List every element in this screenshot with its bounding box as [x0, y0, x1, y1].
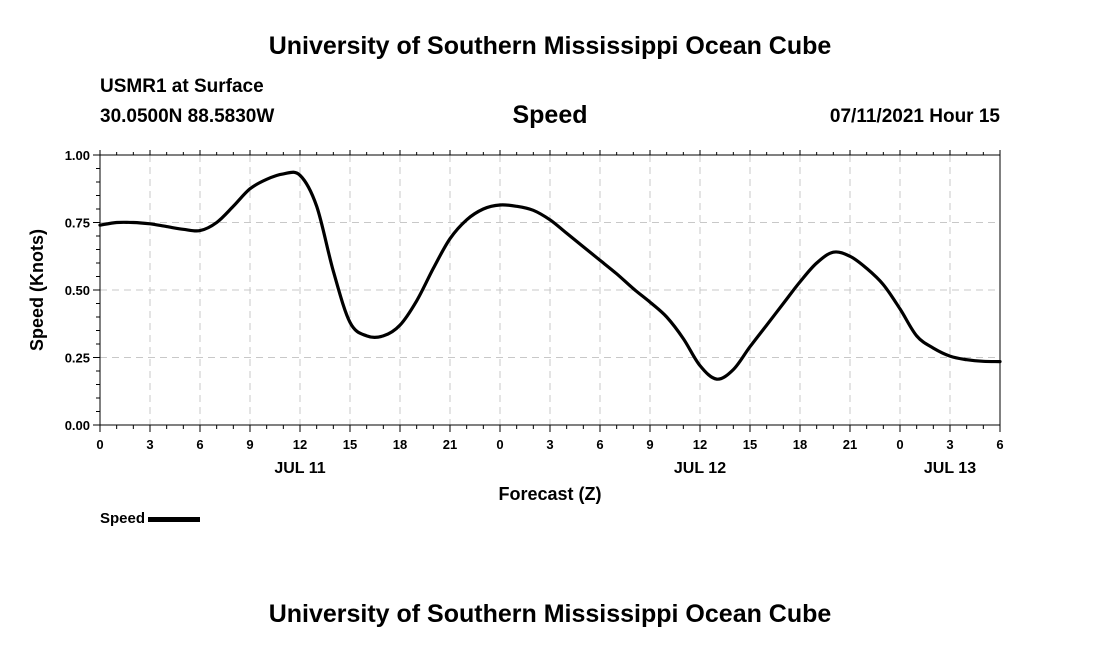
variable-label: Speed	[512, 101, 588, 129]
y-tick-label: 0.00	[65, 418, 90, 433]
speed-series-line	[98, 170, 1002, 381]
x-tick-label: 15	[343, 437, 357, 452]
y-tick-label: 0.25	[65, 351, 90, 366]
x-tick-label: 3	[546, 437, 553, 452]
x-tick-label: 21	[843, 437, 857, 452]
footer-title: University of Southern Mississippi Ocean…	[268, 600, 832, 628]
chart-title: University of Southern Mississippi Ocean…	[268, 32, 832, 60]
date-label: JUL 11	[274, 460, 325, 477]
y-tick-label: 1.00	[65, 148, 90, 163]
y-axis-label: Speed (Knots)	[27, 229, 47, 351]
x-tick-label: 0	[96, 437, 103, 452]
x-tick-label: 12	[293, 437, 307, 452]
station-label: USMR1 at Surface	[100, 76, 264, 97]
x-tick-label: 18	[393, 437, 407, 452]
x-tick-label: 9	[246, 437, 253, 452]
speed-chart: 0 3 6 9 12 15 18 21 0 3 6 9 12 15 18 21 0 3 6 0.00 0.25 0.50 0…	[27, 148, 1004, 504]
x-tick-label: 12	[693, 437, 707, 452]
axis-ticks: 0 3 6 9 12 15 18 21 0 3 6 9 12 15 18 21 0 3 6 0.00 0.25 0.50 0…	[65, 148, 1004, 477]
x-tick-label: 3	[946, 437, 953, 452]
y-tick-label: 0.50	[65, 283, 90, 298]
x-tick-label: 0	[896, 437, 903, 452]
x-tick-label: 6	[596, 437, 603, 452]
y-tick-label: 0.75	[65, 216, 90, 231]
x-tick-label: 18	[793, 437, 807, 452]
x-tick-label: 21	[443, 437, 457, 452]
x-tick-label: 15	[743, 437, 757, 452]
x-tick-label: 0	[496, 437, 503, 452]
legend-label: Speed	[100, 510, 146, 527]
x-tick-label: 6	[996, 437, 1003, 452]
date-label: JUL 12	[674, 460, 726, 477]
location-label: 30.0500N 88.5830W	[100, 106, 275, 127]
grid-lines	[100, 155, 1000, 425]
x-tick-label: 6	[196, 437, 203, 452]
x-tick-label: 3	[146, 437, 153, 452]
datetime-label: 07/11/2021 Hour 15	[829, 106, 1000, 127]
date-label: JUL 13	[924, 460, 976, 477]
legend: Speed	[100, 510, 201, 527]
x-tick-label: 9	[646, 437, 653, 452]
legend-swatch	[148, 516, 201, 522]
x-axis-label: Forecast (Z)	[498, 484, 601, 504]
